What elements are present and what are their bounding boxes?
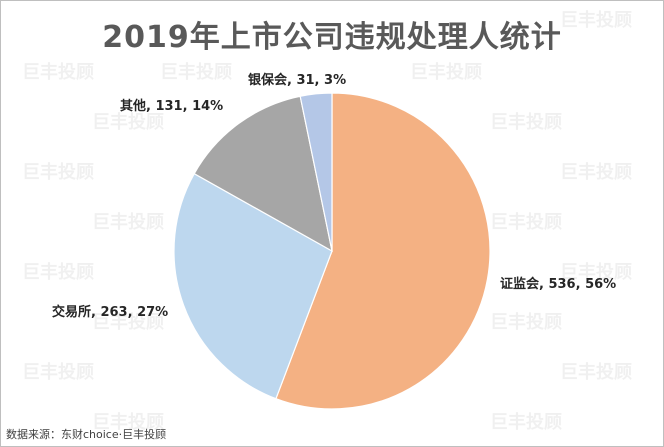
source-note: 数据来源：东财choice·巨丰投顾 (6, 428, 167, 441)
chart-title: 2019年上市公司违规处理人统计 (102, 20, 562, 55)
slice-label-2: 其他, 131, 14% (120, 98, 223, 114)
slice-label-0: 证监会, 536, 56% (500, 276, 616, 292)
pie-slice-0 (275, 92, 491, 410)
slice-label-1: 交易所, 263, 27% (52, 304, 168, 320)
pie-slice-3 (299, 92, 333, 252)
slice-label-3: 银保会, 31, 3% (248, 72, 346, 88)
pie-slice-2 (193, 95, 333, 253)
pie-slice-1 (173, 172, 333, 400)
